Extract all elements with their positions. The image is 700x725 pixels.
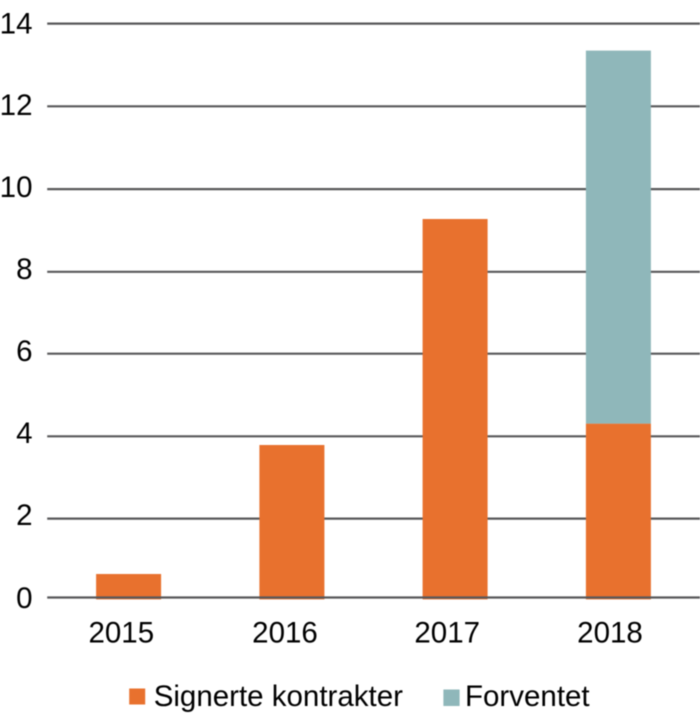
svg-text:6: 6 [16,335,32,368]
svg-text:2017: 2017 [414,617,480,650]
svg-text:2: 2 [16,499,32,532]
svg-text:Forventet: Forventet [465,680,590,713]
svg-text:8: 8 [16,253,32,286]
svg-text:2015: 2015 [88,617,154,650]
svg-text:10: 10 [0,171,33,204]
svg-text:Signerte kontrakter: Signerte kontrakter [154,680,403,713]
svg-text:4: 4 [16,417,32,450]
svg-text:2018: 2018 [577,617,643,650]
svg-text:14: 14 [0,7,33,40]
svg-text:12: 12 [0,89,33,122]
svg-text:0: 0 [16,582,32,615]
svg-text:2016: 2016 [252,617,318,650]
